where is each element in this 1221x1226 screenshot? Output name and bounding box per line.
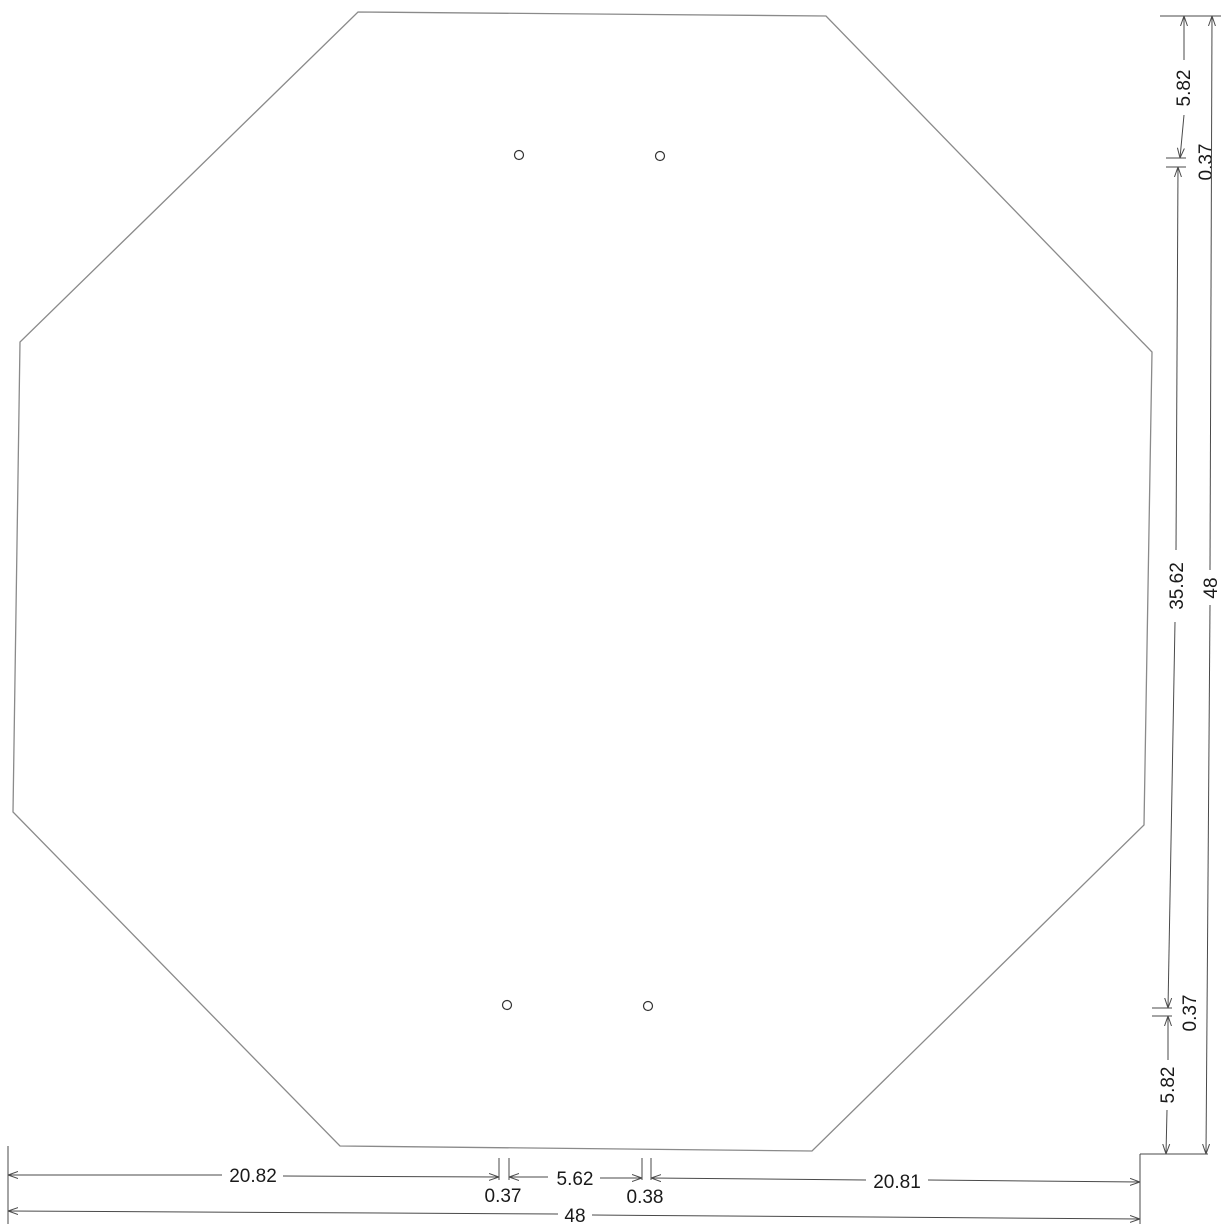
dim-label-right-hole: 0.38 bbox=[627, 1187, 664, 1208]
mounting-holes bbox=[501, 149, 666, 1012]
dim-label-top-hole: 0.37 bbox=[1196, 144, 1217, 181]
dim-overall-height: 48 bbox=[1201, 16, 1221, 1154]
hole-bottom-right bbox=[642, 1000, 654, 1012]
bottom-dimensions: 20.82 0.37 5.62 0.38 20.81 48 bbox=[7, 1146, 1166, 1226]
octagon-outline bbox=[12, 11, 1153, 1152]
hole-top-left bbox=[513, 149, 525, 161]
right-dimensions: 5.82 0.37 35.62 0.37 5.82 48 bbox=[1152, 15, 1221, 1155]
dim-bottom-left-segment: 20.82 bbox=[8, 1166, 499, 1187]
dim-right-bottom-segment: 5.82 bbox=[1158, 1016, 1179, 1154]
dim-label-center-span-vertical: 35.62 bbox=[1167, 562, 1188, 610]
dim-right-center-span: 35.62 bbox=[1167, 167, 1188, 1008]
dim-label-overall-height: 48 bbox=[1201, 577, 1221, 598]
dim-bottom-center-span: 5.62 bbox=[509, 1169, 642, 1190]
hole-top-right bbox=[654, 150, 666, 162]
hole-bottom-left bbox=[501, 999, 513, 1011]
dim-right-top-segment: 5.82 bbox=[1174, 16, 1195, 158]
dim-overall-width: 48 bbox=[8, 1206, 1140, 1226]
dim-label-bottom-hole: 0.37 bbox=[1180, 995, 1201, 1032]
dim-bottom-right-segment: 20.81 bbox=[651, 1172, 1140, 1193]
dim-label-left-segment: 20.82 bbox=[229, 1166, 277, 1187]
dim-label-top-segment: 5.82 bbox=[1174, 70, 1195, 107]
dim-label-center-span: 5.62 bbox=[557, 1169, 594, 1190]
dim-label-overall-width: 48 bbox=[564, 1206, 585, 1226]
dim-label-right-segment: 20.81 bbox=[873, 1172, 921, 1193]
dim-label-left-hole: 0.37 bbox=[485, 1186, 522, 1207]
dim-label-bottom-segment: 5.82 bbox=[1158, 1067, 1179, 1104]
